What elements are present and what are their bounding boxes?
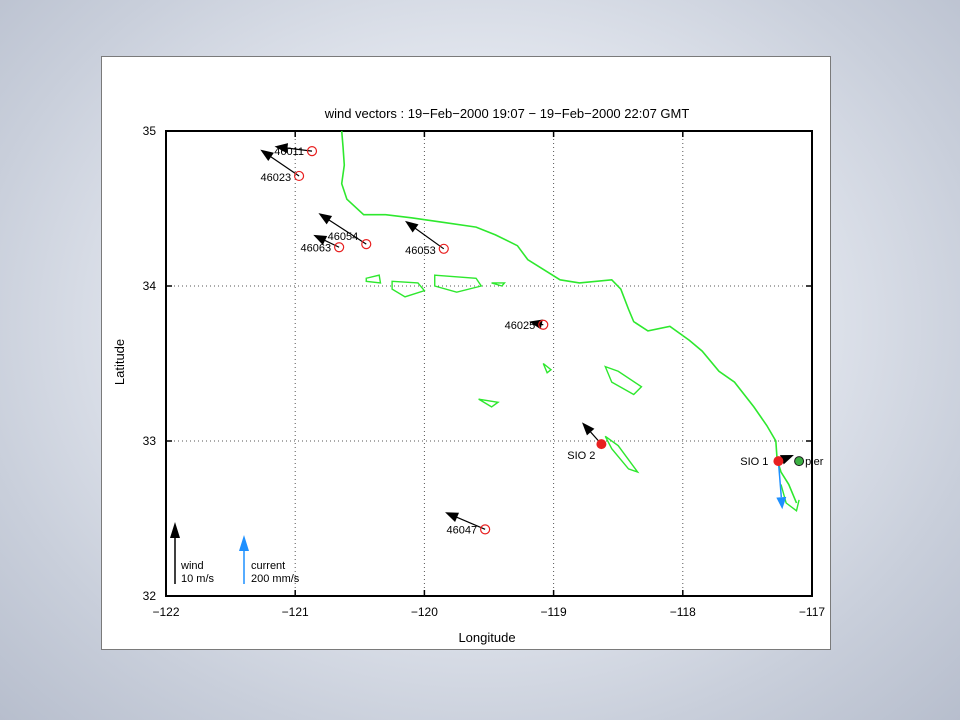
- bay-outline: [780, 484, 800, 512]
- station-label: 46054: [328, 231, 359, 243]
- island-outline: [491, 282, 506, 287]
- x-tick-label: −117: [799, 605, 825, 619]
- x-tick-label: −120: [411, 605, 438, 619]
- wind-vector-shaft: [325, 217, 367, 245]
- station-marker-filled: [596, 439, 607, 450]
- figure-sheet: [101, 56, 831, 650]
- current-vector-shaft: [777, 461, 783, 498]
- current-legend-scale: 200 mm/s: [251, 573, 300, 585]
- current-legend-label: current: [251, 560, 285, 572]
- island-outline: [604, 365, 643, 396]
- station-marker: [334, 242, 345, 253]
- station-label: 46047: [447, 524, 478, 536]
- island-outline: [478, 398, 500, 408]
- x-tick-label: −118: [670, 605, 696, 619]
- station-label: 46011: [274, 146, 304, 158]
- chart-title: wind vectors : 19−Feb−2000 19:07 − 19−Fe…: [324, 106, 690, 121]
- wind-vector-head: [318, 213, 333, 225]
- x-tick-label: −121: [282, 605, 309, 619]
- y-tick-label: 34: [143, 279, 157, 293]
- wind-vector-shaft: [453, 515, 486, 530]
- island-outline: [604, 435, 640, 474]
- island-outline: [434, 274, 483, 293]
- y-axis-label: Latitude: [112, 339, 127, 385]
- x-tick-label: −122: [152, 605, 179, 619]
- station-label: pier: [805, 456, 824, 468]
- wind-legend-label: wind: [180, 560, 204, 572]
- wind-vector-head: [582, 422, 595, 436]
- legend: wind 10 m/s current 200 mm/s: [170, 522, 300, 585]
- wind-legend-arrow: [170, 522, 180, 584]
- station-marker: [361, 239, 372, 250]
- wind-vector-head: [405, 220, 419, 233]
- current-vector-head: [776, 496, 787, 510]
- station-label: 46025: [505, 320, 536, 332]
- x-axis-label: Longitude: [458, 630, 515, 645]
- wind-vector-head: [445, 512, 459, 522]
- plot-frame: [165, 130, 813, 597]
- y-tick-label: 32: [143, 589, 157, 603]
- island-outline: [542, 362, 553, 374]
- wind-vector-shaft: [412, 225, 445, 250]
- wind-vector-head: [779, 454, 794, 465]
- station-marker: [538, 319, 549, 330]
- wind-vector-shaft: [267, 154, 300, 177]
- station-marker-filled: [794, 456, 805, 467]
- wind-vector-head: [260, 149, 274, 162]
- wind-vector-head: [274, 143, 289, 154]
- island-outline: [365, 274, 382, 284]
- station-marker: [293, 170, 305, 182]
- station-marker-filled: [773, 456, 784, 467]
- station-label: 46063: [301, 242, 332, 254]
- station-label: 46053: [405, 245, 436, 257]
- island-outline: [391, 280, 426, 298]
- station-marker: [480, 524, 491, 535]
- station-label: SIO 2: [567, 450, 595, 462]
- station-label: 46023: [260, 172, 291, 184]
- y-tick-label: 35: [143, 124, 157, 138]
- coastline: [340, 130, 798, 504]
- wind-legend-scale: 10 m/s: [181, 573, 215, 585]
- station-marker: [306, 146, 318, 157]
- wind-vector-head: [313, 234, 328, 245]
- current-legend-arrow: [239, 535, 249, 584]
- x-tick-label: −119: [541, 605, 567, 619]
- station-label: SIO 1: [740, 456, 768, 468]
- y-tick-label: 33: [143, 434, 157, 448]
- station-marker: [438, 243, 449, 254]
